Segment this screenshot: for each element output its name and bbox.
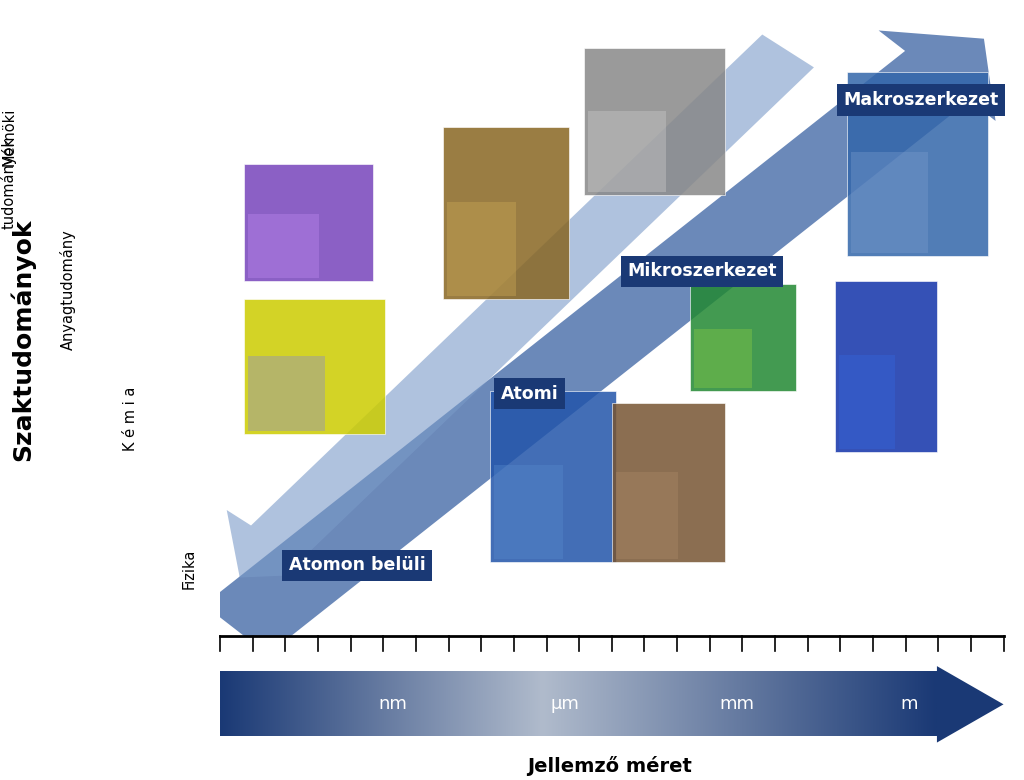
FancyBboxPatch shape [244, 165, 373, 281]
FancyBboxPatch shape [589, 111, 666, 192]
Text: Jellemző méret: Jellemző méret [526, 756, 692, 776]
FancyBboxPatch shape [690, 284, 796, 391]
Text: Mérnöki: Mérnöki [1, 108, 16, 166]
FancyBboxPatch shape [839, 355, 895, 449]
Polygon shape [937, 666, 1004, 743]
Text: Mikroszerkezet: Mikroszerkezet [627, 262, 776, 280]
Text: Atomon belüli: Atomon belüli [289, 556, 426, 574]
FancyBboxPatch shape [447, 201, 516, 296]
Text: nm: nm [378, 695, 407, 714]
Text: Szaktudományok: Szaktudományok [10, 218, 35, 460]
Text: Makroszerkezet: Makroszerkezet [844, 91, 998, 109]
FancyBboxPatch shape [836, 281, 937, 452]
FancyBboxPatch shape [248, 356, 326, 431]
Text: Fizika: Fizika [181, 548, 197, 589]
Text: m: m [901, 695, 919, 714]
FancyBboxPatch shape [847, 73, 988, 256]
Polygon shape [204, 30, 995, 654]
Text: K é m i a: K é m i a [123, 386, 137, 451]
Text: mm: mm [720, 695, 755, 714]
Text: Atomi: Atomi [501, 385, 558, 402]
Text: Anyagtudomány: Anyagtudomány [59, 229, 76, 350]
FancyBboxPatch shape [615, 472, 678, 559]
Polygon shape [226, 34, 814, 577]
FancyBboxPatch shape [851, 152, 929, 253]
FancyBboxPatch shape [248, 214, 318, 278]
Text: μm: μm [551, 695, 580, 714]
Text: tudományok: tudományok [1, 136, 16, 229]
FancyBboxPatch shape [612, 403, 725, 562]
FancyBboxPatch shape [244, 299, 385, 434]
FancyBboxPatch shape [694, 329, 753, 388]
FancyBboxPatch shape [443, 127, 568, 299]
FancyBboxPatch shape [495, 465, 563, 559]
FancyBboxPatch shape [490, 391, 615, 562]
FancyBboxPatch shape [585, 48, 725, 195]
